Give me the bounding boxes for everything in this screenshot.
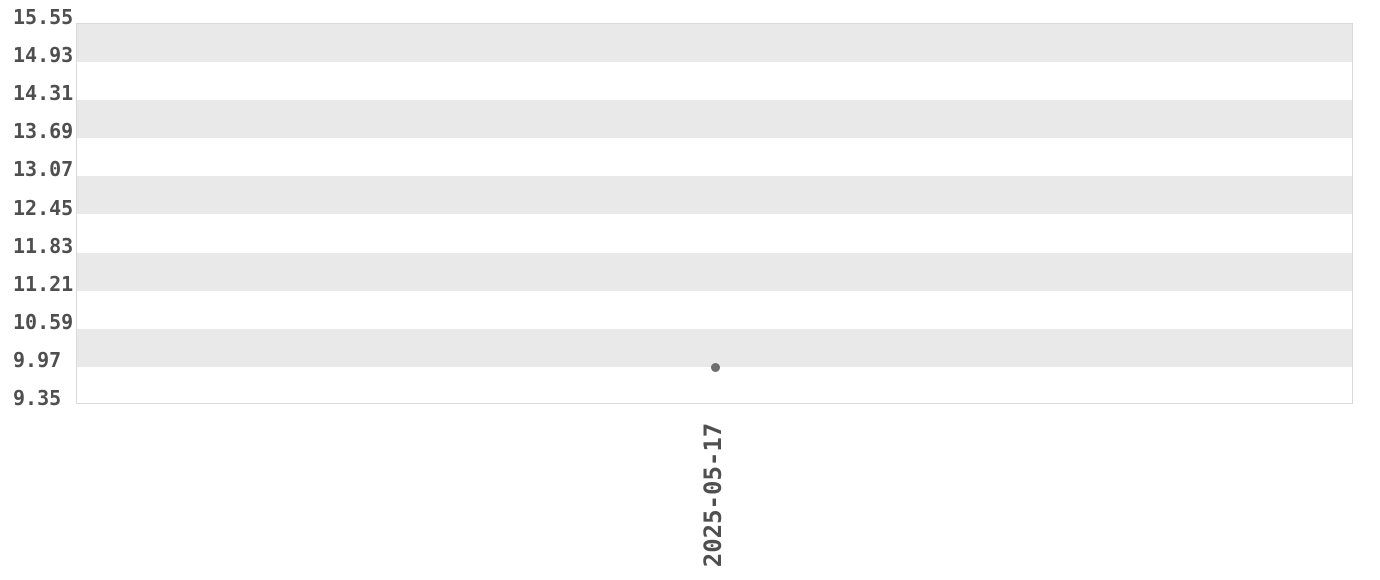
- y-tick-label: 11.21: [13, 271, 74, 296]
- grid-band: [77, 328, 1352, 367]
- y-tick-label: 15.55: [13, 5, 74, 29]
- y-tick-label: 11.83: [13, 233, 74, 258]
- data-point: [711, 363, 720, 373]
- grid-band: [77, 215, 1352, 253]
- grid-band: [77, 24, 1352, 63]
- grid-band: [77, 138, 1352, 176]
- grid-band: [77, 252, 1352, 291]
- y-tick-label: 13.07: [13, 157, 74, 182]
- grid-band: [77, 291, 1352, 329]
- grid-band: [77, 100, 1352, 139]
- y-tick-label: 14.31: [13, 81, 74, 106]
- x-tick-label: 2025-05-17: [699, 422, 727, 568]
- grid-band: [77, 62, 1352, 100]
- grid-band: [77, 176, 1352, 215]
- y-tick-label: 10.59: [13, 309, 74, 334]
- y-tick-label: 9.35: [13, 386, 62, 410]
- y-tick-label: 12.45: [13, 195, 74, 220]
- y-tick-label: 14.93: [13, 43, 74, 68]
- y-tick-label: 13.69: [13, 119, 74, 144]
- plot-area: [76, 23, 1353, 404]
- grid-band: [77, 367, 1352, 405]
- y-tick-label: 9.97: [13, 347, 62, 372]
